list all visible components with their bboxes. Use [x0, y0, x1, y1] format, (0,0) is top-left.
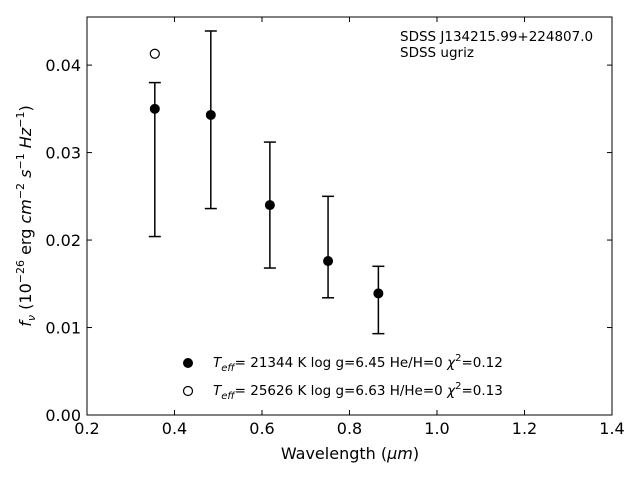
annotation-photometry: SDSS ugriz [400, 45, 474, 61]
x-tick-label: 1.4 [599, 419, 624, 438]
data-point-open [149, 48, 160, 59]
x-tick-label: 0.6 [249, 419, 274, 438]
y-tick-label: 0.00 [45, 406, 81, 425]
data-point-filled [373, 288, 384, 299]
data-point-filled [149, 103, 160, 114]
data-markers [149, 48, 384, 299]
data-point-filled [264, 200, 275, 211]
y-axis: 0.00 0.01 0.02 0.03 0.04 [45, 56, 612, 425]
legend-entry-2: Teff= 25626 K log g=6.63 H/He=0 χ2=0.13 [213, 381, 503, 402]
y-axis-title: fν (10−26 erg cm−2 s−1 Hz−1) [14, 105, 38, 326]
data-point-filled [323, 256, 334, 267]
x-tick-label: 1.0 [424, 419, 449, 438]
legend-marker-filled [183, 358, 193, 368]
x-axis-title-main: Wavelength ( [281, 444, 387, 463]
x-tick-label: 0.8 [337, 419, 362, 438]
y-tick-label: 0.02 [45, 231, 81, 250]
y-tick-label: 0.04 [45, 56, 81, 75]
legend: Teff= 21344 K log g=6.45 He/H=0 χ2=0.12 … [182, 353, 503, 402]
legend-marker-open [182, 385, 194, 397]
y-tick-label: 0.03 [45, 144, 81, 163]
annotation-object-name: SDSS J134215.99+224807.0 [400, 29, 593, 45]
y-tick-label: 0.01 [45, 319, 81, 338]
x-axis-title: Wavelength (μm) [281, 444, 419, 463]
legend-entry-1: Teff= 21344 K log g=6.45 He/H=0 χ2=0.12 [213, 353, 503, 374]
x-axis-title-unit: μm [386, 444, 413, 463]
data-point-filled [205, 109, 216, 120]
x-tick-label: 1.2 [512, 419, 537, 438]
error-bars [148, 30, 385, 335]
x-tick-label: 0.2 [74, 419, 99, 438]
x-axis-title-end: ) [413, 444, 419, 463]
x-tick-label: 0.4 [162, 419, 187, 438]
x-axis: 0.2 0.4 0.6 0.8 1.0 1.2 1.4 [74, 17, 625, 438]
